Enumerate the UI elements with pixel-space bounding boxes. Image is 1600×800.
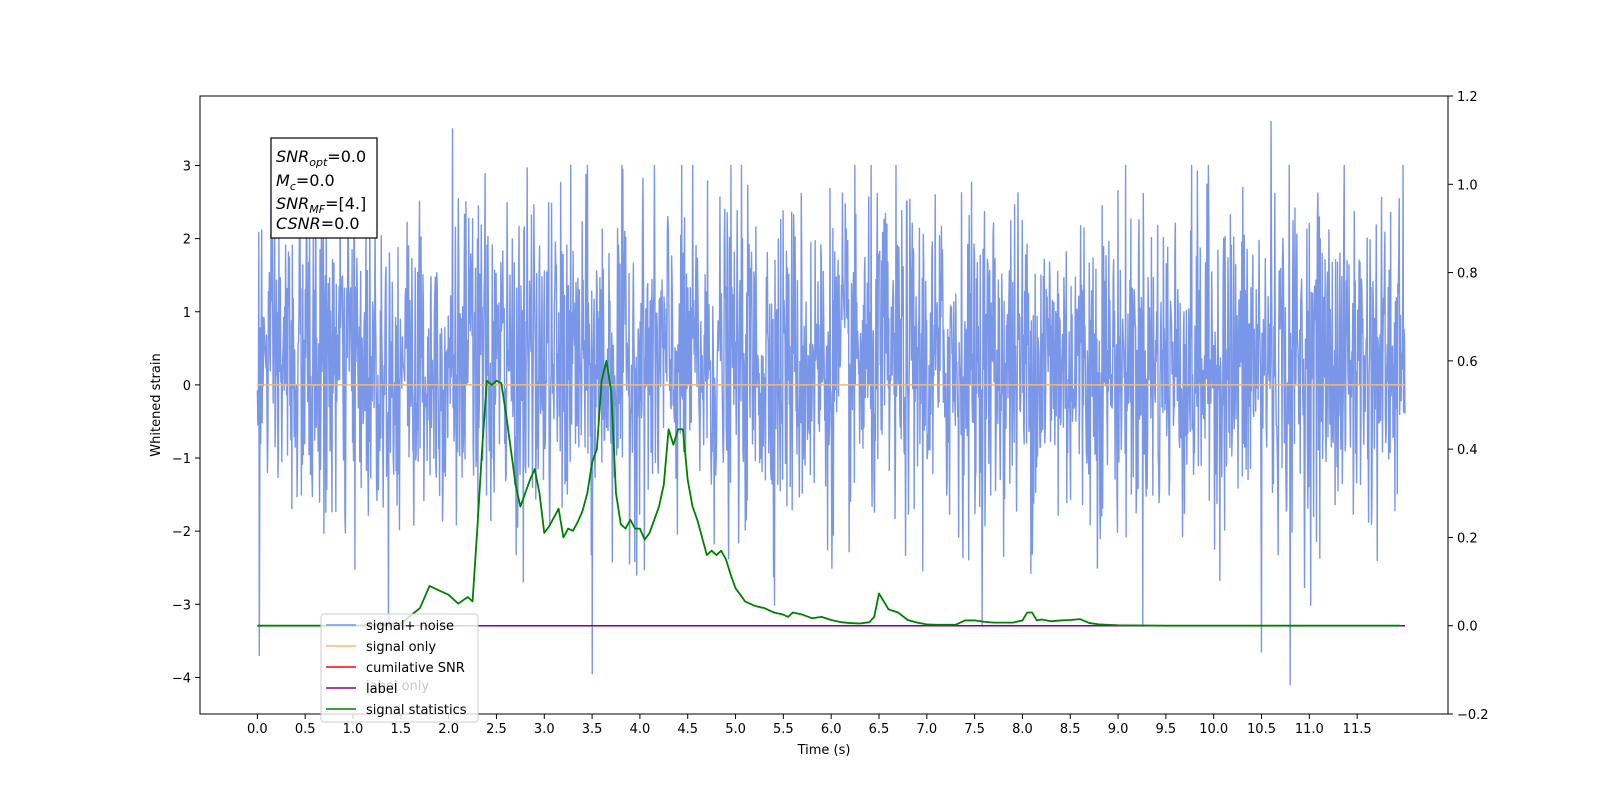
x-axis-label: Time (s) xyxy=(797,743,851,758)
x-tick-label: 7.5 xyxy=(964,722,985,737)
x-tick-label: 8.0 xyxy=(1012,722,1033,737)
y2-tick-label: 0.8 xyxy=(1457,267,1478,282)
legend: label only signal+ noise signal only cum… xyxy=(320,613,479,723)
y2-tick-label: 1.2 xyxy=(1457,90,1478,105)
info-snr-mf: SNRMF=[4.] xyxy=(276,194,366,216)
y-tick-label: 0 xyxy=(183,379,191,394)
info-snr-opt-value: =0.0 xyxy=(327,147,366,166)
legend-overlapped-text: label only xyxy=(366,679,429,694)
y-tick-label: 1 xyxy=(183,306,191,321)
x-tick-label: 9.0 xyxy=(1108,722,1129,737)
y2-tick-label: −0.2 xyxy=(1457,708,1489,723)
legend-label-signal-noise: signal+ noise xyxy=(366,619,454,634)
y2-tick-label: 0.0 xyxy=(1457,620,1478,635)
y-tick-label: −3 xyxy=(172,598,191,613)
x-tick-label: 10.0 xyxy=(1199,722,1228,737)
y-axis-ticks: 3 2 1 0 −1 −2 −3 −4 xyxy=(172,159,200,686)
x-tick-label: 0.5 xyxy=(295,722,316,737)
x-tick-label: 3.0 xyxy=(534,722,555,737)
info-box: SNRopt=0.0 Mc=0.0 SNRMF=[4.] CSNR=0.0 xyxy=(270,137,378,239)
info-snr-opt-sub: opt xyxy=(309,156,328,169)
info-snr-opt: SNRopt=0.0 xyxy=(276,147,366,169)
legend-label-label: label xyxy=(366,682,397,697)
info-box-frame xyxy=(270,137,378,239)
legend-label-signal-statistics: signal statistics xyxy=(366,703,467,718)
info-csnr-name: CSNR xyxy=(276,214,321,233)
x-tick-label: 2.0 xyxy=(438,722,459,737)
x-tick-label: 11.5 xyxy=(1343,722,1372,737)
x-tick-label: 1.5 xyxy=(390,722,411,737)
series-line-signal-noise xyxy=(256,120,1406,686)
y2-tick-label: 0.4 xyxy=(1457,443,1478,458)
info-snr-opt-name: SNR xyxy=(276,147,309,166)
legend-label-cumilative-snr: cumilative SNR xyxy=(366,661,465,676)
y-tick-label: −2 xyxy=(172,525,191,540)
legend-label-signal-only: signal only xyxy=(366,640,436,655)
info-snr-mf-value: =[4.] xyxy=(325,194,366,213)
y-tick-label: 3 xyxy=(183,159,191,174)
y-axis-label: Whitened strain xyxy=(149,353,164,456)
info-csnr-value: =0.0 xyxy=(321,214,360,233)
info-mc-value: =0.0 xyxy=(296,171,335,190)
series-line-signal-statistics xyxy=(257,359,1401,627)
y-tick-label: −1 xyxy=(172,452,191,467)
x-tick-label: 9.5 xyxy=(1156,722,1177,737)
x-tick-label: 5.0 xyxy=(725,722,746,737)
x-tick-label: 1.0 xyxy=(343,722,364,737)
y2-tick-label: 1.0 xyxy=(1457,178,1478,193)
x-tick-label: 6.5 xyxy=(869,722,890,737)
x-axis-ticks: 0.0 0.5 1.0 1.5 2.0 2.5 3.0 3.5 4.0 4.5 5.0 5.5 6.0 6… xyxy=(247,714,1372,737)
x-tick-label: 4.0 xyxy=(630,722,651,737)
x-tick-label: 8.5 xyxy=(1060,722,1081,737)
info-mc: Mc=0.0 xyxy=(276,171,335,193)
y2-tick-label: 0.6 xyxy=(1457,355,1478,370)
x-tick-label: 5.5 xyxy=(773,722,794,737)
plot-frame xyxy=(199,95,1449,715)
info-mc-name: M xyxy=(276,171,290,190)
noise-trace-group xyxy=(256,120,1406,686)
x-tick-label: 6.0 xyxy=(821,722,842,737)
x-tick-label: 4.5 xyxy=(677,722,698,737)
x-tick-label: 10.5 xyxy=(1247,722,1276,737)
info-mc-sub: c xyxy=(290,180,296,193)
x-tick-label: 11.0 xyxy=(1295,722,1324,737)
info-csnr: CSNR=0.0 xyxy=(276,214,360,233)
x-tick-label: 0.0 xyxy=(247,722,268,737)
x-tick-label: 2.5 xyxy=(486,722,507,737)
legend-frame xyxy=(320,613,479,723)
y-tick-label: 2 xyxy=(183,233,191,248)
info-snr-mf-sub: MF xyxy=(309,203,325,216)
x-tick-label: 3.5 xyxy=(582,722,603,737)
y-tick-label: −4 xyxy=(172,671,191,686)
x-tick-label: 7.0 xyxy=(916,722,937,737)
info-snr-mf-name: SNR xyxy=(276,194,309,213)
y2-tick-label: 0.2 xyxy=(1457,531,1478,546)
y2-axis-ticks: 1.2 1.0 0.8 0.6 0.4 0.2 0.0 −0.2 xyxy=(1448,90,1489,723)
